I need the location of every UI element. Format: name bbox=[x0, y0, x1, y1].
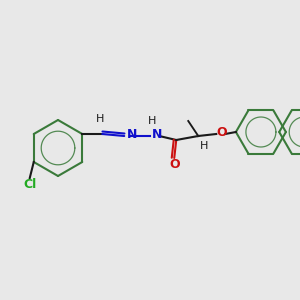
Text: H: H bbox=[148, 116, 156, 126]
Text: N: N bbox=[152, 128, 163, 142]
Text: O: O bbox=[216, 127, 226, 140]
Text: H: H bbox=[96, 114, 104, 124]
Text: O: O bbox=[169, 158, 180, 172]
Text: Cl: Cl bbox=[23, 178, 36, 191]
Text: H: H bbox=[200, 141, 208, 151]
Text: N: N bbox=[127, 128, 138, 142]
